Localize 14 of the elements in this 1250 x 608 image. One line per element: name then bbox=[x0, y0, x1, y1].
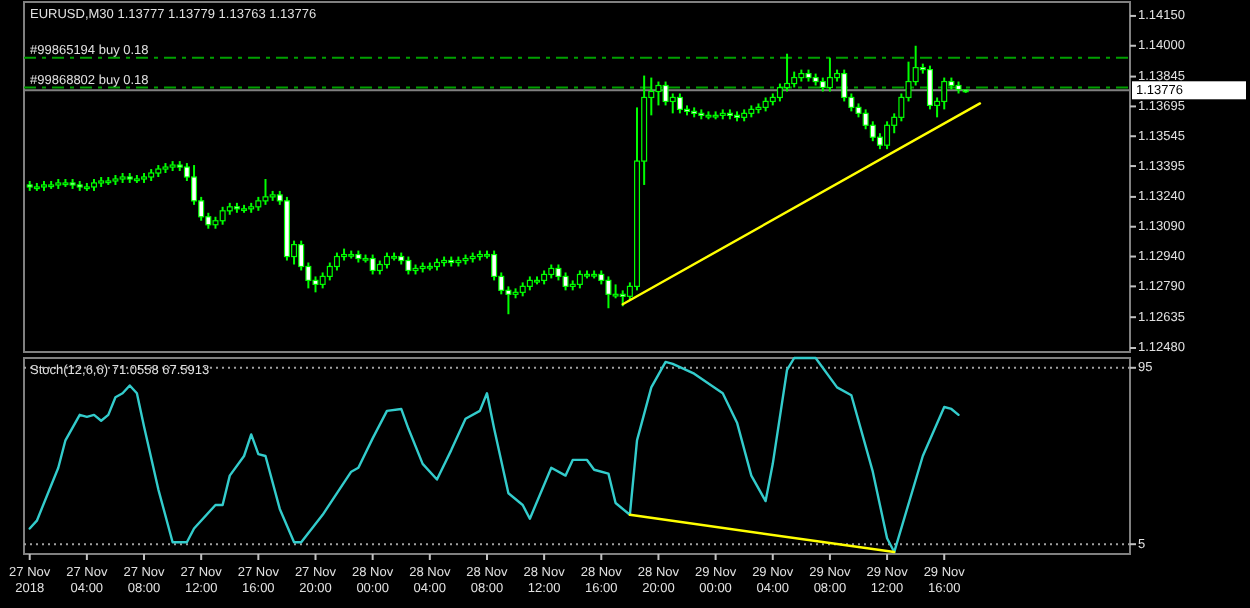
candlestick bbox=[655, 80, 662, 107]
candlestick bbox=[941, 76, 948, 111]
line-series bbox=[28, 356, 960, 554]
candlestick bbox=[605, 275, 612, 310]
candlestick bbox=[884, 120, 891, 151]
candlestick bbox=[262, 177, 269, 206]
candlestick bbox=[926, 64, 933, 111]
candlestick bbox=[369, 253, 376, 276]
candlestick bbox=[676, 92, 683, 115]
candlestick bbox=[826, 56, 833, 93]
candlestick bbox=[841, 68, 848, 103]
candlestick bbox=[662, 80, 669, 107]
candlestick bbox=[784, 52, 791, 93]
candlestick bbox=[669, 92, 676, 115]
